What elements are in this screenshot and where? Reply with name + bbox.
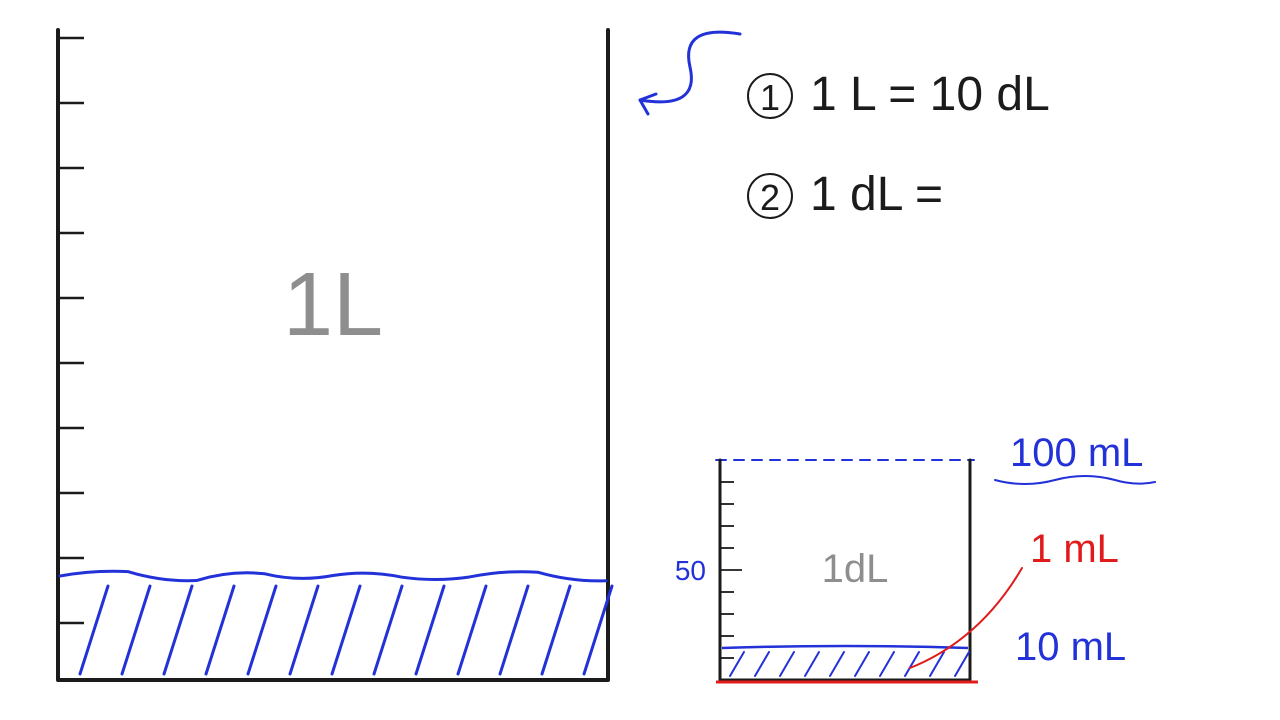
annotation-10ml: 10 mL	[1015, 625, 1126, 669]
annotation-100ml: 100 mL	[1010, 431, 1143, 475]
note-text: 1 L = 10 dL	[810, 68, 1050, 121]
note-text: 1 dL =	[810, 168, 943, 221]
big-beaker-hatch	[290, 586, 318, 674]
one-ml-pointer	[910, 568, 1022, 668]
big-beaker-hatch	[164, 586, 192, 674]
small-beaker-hatch	[755, 652, 769, 676]
note-number: 1	[760, 77, 780, 118]
small-beaker-mid-label: 50	[675, 555, 706, 586]
note-number: 2	[760, 177, 780, 218]
big-beaker-liquid-surface	[60, 571, 606, 581]
small-beaker-hatch	[855, 652, 869, 676]
big-beaker-outline	[58, 30, 608, 680]
pour-arrow-head	[640, 94, 656, 114]
big-beaker-hatch	[332, 586, 360, 674]
small-beaker-hatch	[905, 652, 919, 676]
big-beaker-hatch	[206, 586, 234, 674]
small-beaker-hatch	[830, 652, 844, 676]
big-beaker-hatch	[416, 586, 444, 674]
pour-arrow	[640, 32, 740, 102]
small-beaker-hatch	[805, 652, 819, 676]
big-beaker-hatch	[122, 586, 150, 674]
big-beaker-hatch	[80, 586, 108, 674]
small-beaker-hatch	[955, 652, 969, 676]
small-beaker-liquid-surface	[722, 646, 968, 648]
annotation-1ml: 1 mL	[1030, 527, 1119, 571]
big-beaker-hatch	[248, 586, 276, 674]
small-beaker-hatch	[780, 652, 794, 676]
big-beaker-label: 1L	[283, 255, 383, 355]
big-beaker-hatch	[500, 586, 528, 674]
small-beaker-hatch	[730, 652, 744, 676]
big-beaker-hatch	[542, 586, 570, 674]
big-beaker-hatch	[458, 586, 486, 674]
annotation-100ml-underline	[995, 476, 1155, 484]
big-beaker-hatch	[374, 586, 402, 674]
small-beaker-label: 1dL	[822, 547, 889, 591]
diagram-canvas: 1L 1 1 L = 10 dL 2 1 dL = 50 1dL 100 mL 1 mL 10 m…	[0, 0, 1280, 720]
small-beaker-hatch	[880, 652, 894, 676]
